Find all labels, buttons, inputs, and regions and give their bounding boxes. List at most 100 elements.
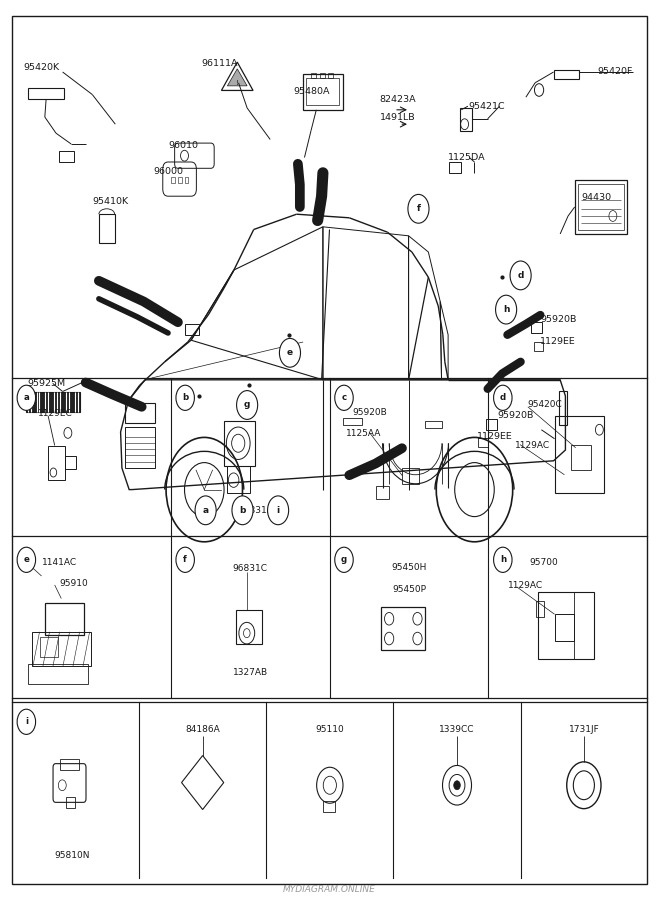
Bar [185,177,188,183]
Bar [99,214,115,243]
Text: 95920B: 95920B [497,411,533,420]
Bar [343,418,362,425]
Bar [555,614,574,641]
Circle shape [232,496,253,525]
Circle shape [176,547,194,572]
Text: 96111A: 96111A [201,58,237,68]
Bar [59,151,74,162]
Bar [478,438,488,447]
Circle shape [510,261,531,290]
Text: 1327AB: 1327AB [233,668,268,677]
Bar [320,73,325,78]
Circle shape [408,194,429,223]
Text: 95920B: 95920B [353,408,387,417]
Circle shape [453,780,460,790]
Text: 1129EE: 1129EE [477,432,513,441]
Bar [306,78,339,105]
Bar [227,466,250,492]
Text: b: b [239,506,246,515]
Polygon shape [227,69,247,86]
Bar [224,420,256,466]
Text: 95480A: 95480A [293,87,330,96]
Text: e: e [287,348,293,357]
Bar [425,421,442,428]
Text: 96831A: 96831A [238,506,273,515]
Bar [65,456,76,469]
Text: a: a [24,393,29,402]
Text: 95810N: 95810N [55,850,90,860]
Bar [376,485,389,499]
Text: 95925M: 95925M [28,379,66,388]
Circle shape [17,385,36,410]
Text: 84186A: 84186A [185,724,220,733]
Text: 96010: 96010 [168,141,198,150]
Text: 95910: 95910 [59,579,88,588]
Bar [60,759,78,769]
Text: c: c [341,393,347,402]
Text: !: ! [236,80,239,86]
Text: f: f [416,204,420,213]
Circle shape [335,547,353,572]
Bar [40,637,58,657]
Bar [48,446,65,480]
Bar [559,391,567,425]
Bar [26,392,80,412]
Text: f: f [183,555,187,564]
Text: a: a [202,506,209,515]
Bar [531,322,542,333]
Text: e: e [24,555,29,564]
Text: g: g [341,555,347,564]
Bar [534,342,543,351]
Bar [236,610,262,644]
Text: 95421C: 95421C [468,102,505,111]
Bar [323,801,335,812]
Bar [402,468,419,484]
Text: 95420K: 95420K [23,63,59,72]
Circle shape [335,385,353,410]
Bar [178,177,182,183]
Circle shape [176,385,194,410]
Bar [555,416,604,492]
Text: h: h [500,555,506,564]
Text: i: i [277,506,279,515]
Text: 95700: 95700 [529,558,558,567]
Circle shape [496,295,517,324]
Circle shape [268,496,289,525]
Circle shape [17,547,36,572]
Text: 82423A: 82423A [380,94,416,104]
Text: b: b [182,393,188,402]
Text: i: i [25,717,28,726]
Text: 95450H: 95450H [391,562,426,572]
Bar [460,108,472,130]
Text: 1125DA: 1125DA [448,153,486,162]
Text: 1129AC: 1129AC [508,580,543,590]
Bar [28,88,64,99]
Text: 1129EE: 1129EE [540,338,576,346]
Text: 1125AA: 1125AA [346,429,382,438]
Circle shape [17,709,36,734]
Bar [449,162,461,173]
Text: 1339CC: 1339CC [440,724,474,733]
Text: 1731JF: 1731JF [569,724,599,733]
Text: 94430: 94430 [581,194,612,202]
Bar [538,592,594,659]
Bar [311,73,316,78]
Text: 95420F: 95420F [597,68,633,76]
Bar [554,70,579,79]
Text: h: h [503,305,509,314]
Bar [536,601,544,617]
Bar [125,403,155,423]
Circle shape [279,338,301,367]
Circle shape [195,496,216,525]
Bar [575,180,627,234]
Bar [65,797,75,808]
Text: 95420C: 95420C [528,400,563,410]
Bar [578,184,624,230]
Circle shape [237,391,258,419]
Text: g: g [244,400,250,410]
Text: MYDIAGRAM.ONLINE: MYDIAGRAM.ONLINE [283,885,376,894]
Text: 1129EC: 1129EC [38,410,73,418]
Text: d: d [500,393,506,402]
Text: 95450P: 95450P [392,585,426,594]
Text: 95110: 95110 [316,724,344,733]
